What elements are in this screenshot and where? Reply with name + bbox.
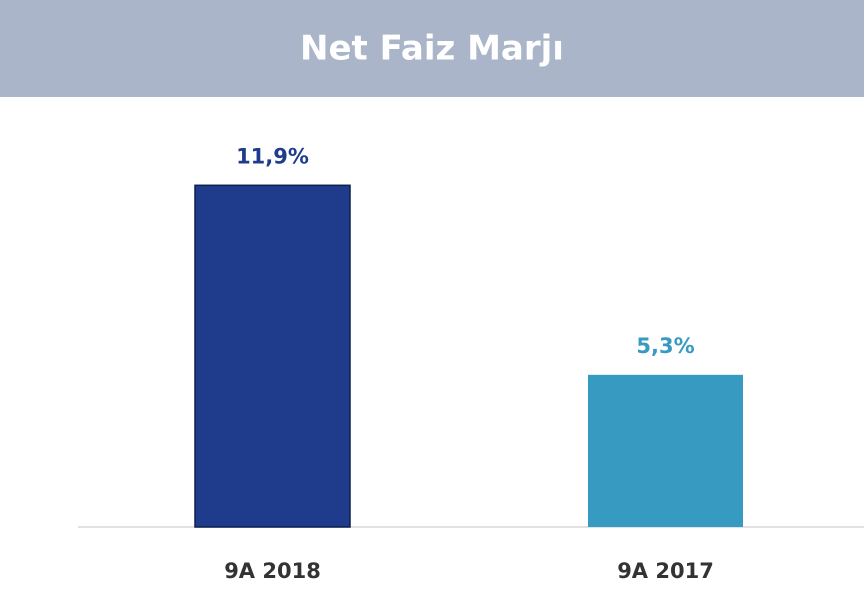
value-label: 11,9% [236,144,309,168]
x-tick-label: 9A 2018 [224,559,321,583]
x-tick-label: 9A 2017 [617,559,714,583]
title-banner [0,0,864,97]
chart-title: Net Faiz Marjı [300,29,564,69]
bar [194,184,351,528]
bar [588,374,743,527]
value-label: 5,3% [636,334,694,358]
